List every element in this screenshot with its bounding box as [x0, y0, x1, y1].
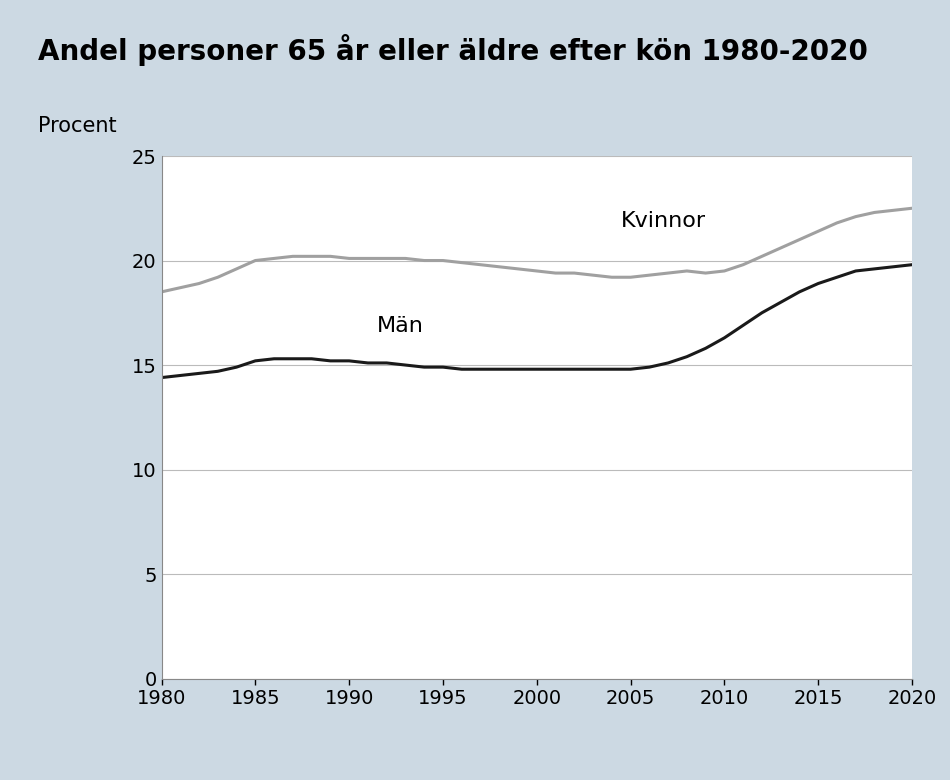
Text: Procent: Procent — [38, 116, 117, 136]
Text: Män: Män — [377, 316, 424, 335]
Text: Andel personer 65 år eller äldre efter kön 1980-2020: Andel personer 65 år eller äldre efter k… — [38, 34, 868, 66]
Text: Kvinnor: Kvinnor — [621, 211, 706, 231]
